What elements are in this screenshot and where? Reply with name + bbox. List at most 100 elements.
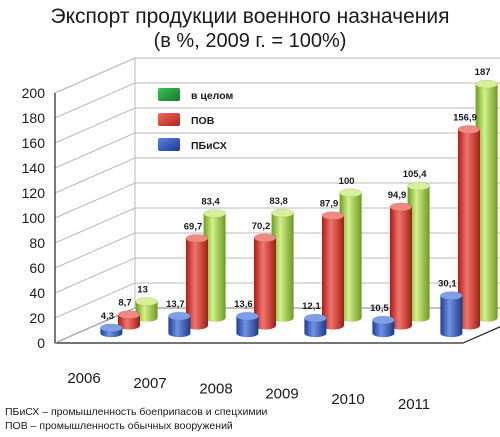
bar-top xyxy=(135,297,158,306)
bar-body xyxy=(322,215,344,330)
bar-top xyxy=(321,211,345,220)
bar-top xyxy=(457,125,481,134)
data-label: 94,9 xyxy=(388,190,407,201)
legend-item: ПБиСХ xyxy=(158,138,227,152)
gridline xyxy=(54,132,500,169)
bar-body xyxy=(236,316,259,338)
data-label: 69,7 xyxy=(184,221,203,232)
bar-top xyxy=(253,233,277,243)
bar-ПОВ-2011: 156,9 xyxy=(453,112,481,330)
bar-в целом-2009: 100 xyxy=(339,176,362,322)
gridline xyxy=(54,157,500,194)
x-tick-label: 2006 xyxy=(67,370,100,387)
bar-top xyxy=(475,79,498,89)
gridline xyxy=(54,57,500,94)
bar-body xyxy=(475,84,498,322)
data-label: 10,5 xyxy=(370,303,389,314)
x-tick-label: 2008 xyxy=(199,380,232,397)
y-tick-label: 140 xyxy=(22,160,46,176)
data-label: 156,9 xyxy=(453,112,477,123)
bar-body xyxy=(254,237,276,330)
bar-в целом-2007: 83,4 xyxy=(201,197,226,322)
chart-title: Экспорт продукции военного назначения xyxy=(50,5,450,28)
bar-body xyxy=(271,213,294,322)
bar-top xyxy=(440,291,463,300)
bar-top xyxy=(407,181,430,191)
y-tick-label: 160 xyxy=(22,135,46,151)
data-label: 70,2 xyxy=(252,221,271,232)
bar-в целом-2010: 105,4 xyxy=(403,169,430,322)
y-tick-label: 180 xyxy=(22,110,46,126)
bar-top xyxy=(304,313,327,323)
bar-ПОВ-2010: 94,9 xyxy=(388,190,413,330)
bar-top xyxy=(168,311,191,321)
bar-top xyxy=(100,323,123,333)
footnote-pov: ПОВ – промышленность обычных вооружений xyxy=(5,420,233,432)
gridline xyxy=(54,107,500,144)
bar-body xyxy=(168,316,191,338)
y-axis: 0 20 40 60 80 100 120 140 160 180 200 xyxy=(22,85,56,351)
y-tick-label: 0 xyxy=(37,335,45,351)
bar-body xyxy=(135,301,158,322)
bar-top xyxy=(271,208,294,218)
legend-label: в целом xyxy=(191,90,233,102)
bar-ПБиСХ-2007: 13,7 xyxy=(166,299,191,338)
data-label: 187 xyxy=(475,67,491,78)
data-label: 87,9 xyxy=(320,199,339,210)
bar-top xyxy=(236,311,259,321)
y-tick-label: 100 xyxy=(22,210,46,226)
bar-ПОВ-2007: 69,7 xyxy=(184,221,209,330)
data-label: 8,7 xyxy=(118,298,131,309)
legend-swatch xyxy=(158,138,180,151)
bar-top xyxy=(389,202,413,212)
bar-body xyxy=(339,192,362,322)
bar-ПБиСХ-2006: 4,3 xyxy=(100,311,123,338)
data-label: 4,3 xyxy=(101,311,114,322)
x-tick-label: 2007 xyxy=(133,375,166,392)
y-tick-label: 20 xyxy=(29,310,45,326)
data-label: 30,1 xyxy=(438,279,457,290)
chart-subtitle: (в %, 2009 г. = 100%) xyxy=(153,30,347,52)
data-label: 13 xyxy=(137,285,148,296)
bar-body xyxy=(458,129,480,330)
y-tick-label: 60 xyxy=(29,260,45,276)
data-label: 13,6 xyxy=(234,299,253,310)
bar-top xyxy=(372,315,395,325)
bar-body xyxy=(118,314,140,330)
bar-top xyxy=(203,209,226,218)
legend-swatch xyxy=(158,113,180,126)
data-label: 105,4 xyxy=(403,169,427,180)
bar-body xyxy=(407,186,430,322)
bar-ПОВ-2009: 87,9 xyxy=(320,199,345,330)
bar-ПБиСХ-2010: 10,5 xyxy=(370,303,395,338)
gridline xyxy=(54,182,500,219)
bar-body xyxy=(186,238,208,330)
bar-body xyxy=(304,318,327,338)
bar-в целом-2008: 83,8 xyxy=(269,196,294,322)
y-tick-label: 80 xyxy=(29,235,45,251)
legend-item: в целом xyxy=(158,88,233,102)
bars-layer: 13 83,4 83,8 100 105,4 187 8,7 69,7 70,2 87,9 94,9… xyxy=(100,67,498,338)
legend-swatch xyxy=(158,88,180,101)
x-tick-label: 2010 xyxy=(331,391,364,408)
bar-ПБиСХ-2009: 12,1 xyxy=(302,301,327,338)
bar-ПБиСХ-2011: 30,1 xyxy=(438,279,463,338)
bar-body xyxy=(372,320,395,338)
legend: в целом ПОВ ПБиСХ xyxy=(158,88,233,152)
bar-body xyxy=(203,213,226,322)
data-label: 83,8 xyxy=(269,196,288,207)
x-tick-label: 2009 xyxy=(265,386,298,403)
data-label: 13,7 xyxy=(166,299,185,310)
data-label: 100 xyxy=(339,176,355,187)
bar-body xyxy=(440,295,463,338)
gridline xyxy=(54,82,500,119)
data-label: 83,4 xyxy=(201,197,220,208)
data-label: 12,1 xyxy=(302,301,321,312)
bar-top xyxy=(117,310,141,319)
legend-label: ПОВ xyxy=(191,115,215,127)
bar-в целом-2006: 13 xyxy=(135,285,158,322)
y-tick-label: 40 xyxy=(29,285,45,301)
x-tick-label: 2011 xyxy=(398,396,430,413)
legend-label: ПБиСХ xyxy=(191,140,227,152)
